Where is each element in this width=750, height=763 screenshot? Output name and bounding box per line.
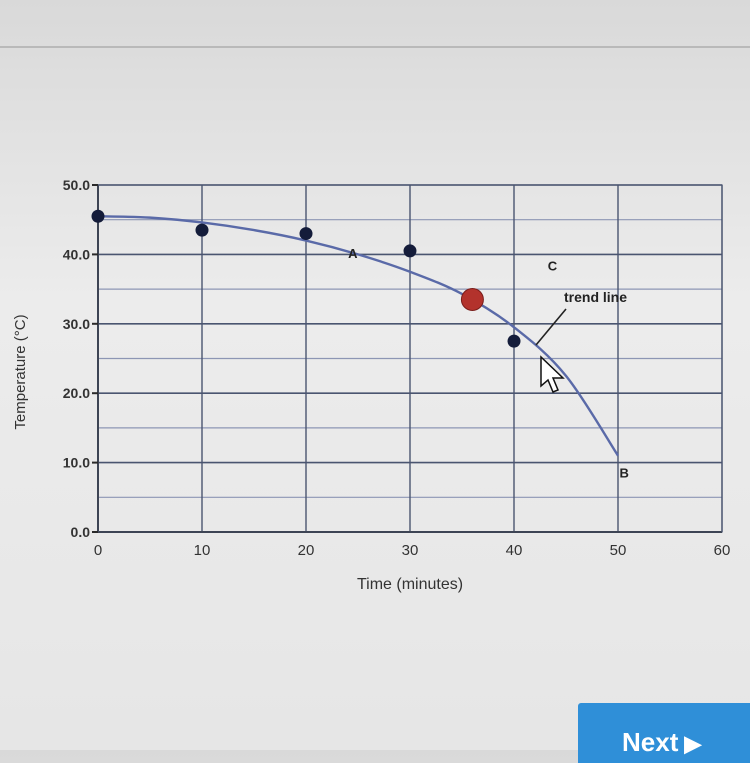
x-tick-label: 40 — [506, 542, 523, 559]
data-point — [299, 227, 313, 241]
data-points — [91, 209, 521, 348]
next-button[interactable]: Next ▶ — [578, 703, 750, 763]
trend-line-label: trend line — [564, 289, 627, 305]
y-tick-label: 20.0 — [63, 385, 90, 401]
x-tick-label: 50 — [610, 542, 627, 559]
x-tick-label: 60 — [714, 542, 731, 559]
trend-line-leader — [535, 308, 567, 346]
data-point — [403, 244, 417, 258]
x-tick-label: 0 — [94, 542, 102, 559]
data-point — [507, 334, 521, 348]
annotation-label-c: C — [548, 259, 558, 274]
plot-frame — [97, 184, 723, 533]
x-axis-label: Time (minutes) — [357, 576, 463, 593]
x-tick-label: 30 — [402, 542, 419, 559]
next-button-label: Next — [622, 727, 679, 757]
x-tick-label: 20 — [298, 542, 315, 559]
mouse-cursor-icon — [540, 355, 565, 393]
y-tick-label: 50.0 — [63, 177, 90, 193]
annotation-label-a: A — [348, 246, 358, 261]
annotation-label-b: B — [620, 465, 629, 480]
tick-labels: 0.0 10.0 20.0 30.0 40.0 50.0 0 10 20 30 40 50 60 — [63, 177, 731, 559]
play-arrow-icon: ▶ — [684, 731, 702, 756]
axes — [92, 184, 723, 533]
temperature-chart: 0.0 10.0 20.0 30.0 40.0 50.0 0 10 20 30 40 50 60 A B C… — [12, 177, 731, 593]
y-axis-label: Temperature (°C) — [12, 314, 29, 429]
trend-line-curve — [97, 215, 620, 457]
y-tick-label: 10.0 — [63, 455, 90, 471]
annotations: A B C — [348, 246, 629, 480]
highlighted-point — [460, 288, 484, 312]
top-divider — [0, 46, 750, 48]
y-tick-label: 30.0 — [63, 316, 90, 332]
y-tick-label: 0.0 — [71, 524, 91, 540]
data-point — [195, 223, 209, 237]
x-tick-label: 10 — [194, 542, 211, 559]
data-point — [91, 209, 105, 223]
y-tick-label: 40.0 — [63, 246, 90, 262]
